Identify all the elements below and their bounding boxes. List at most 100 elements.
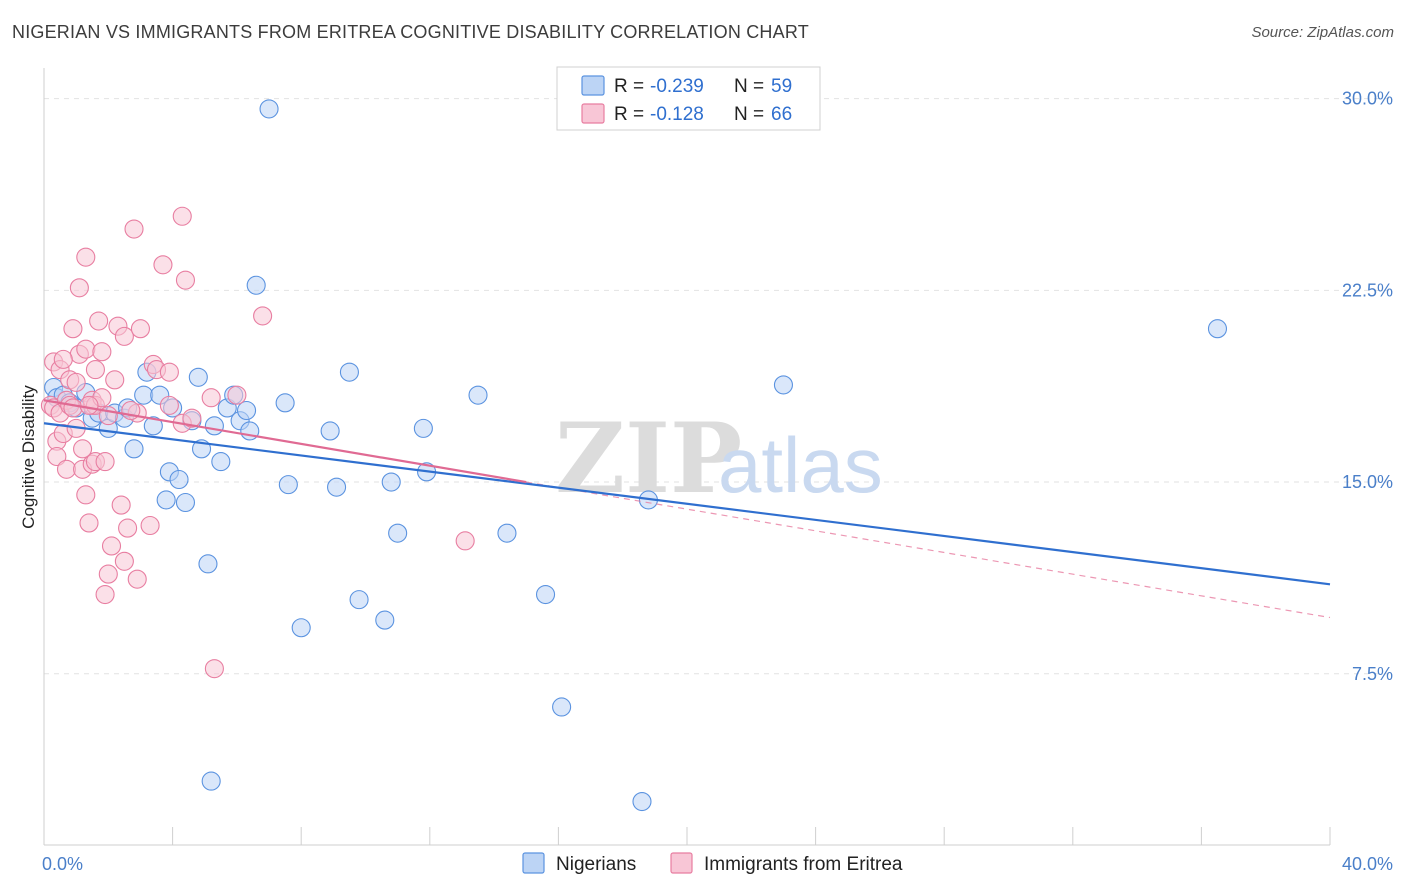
bottom-legend-swatch-nigerians — [522, 852, 545, 874]
eritrea-point-30 — [89, 311, 109, 331]
legend-r-label-2: R = — [614, 104, 644, 125]
eritrea-point-22 — [76, 485, 96, 505]
eritrea-point-13 — [63, 398, 83, 418]
nigerians-point-43 — [381, 472, 401, 492]
eritrea-point-4 — [47, 446, 67, 467]
legend-n-label-1: N = — [734, 76, 764, 97]
eritrea-point-21 — [76, 339, 96, 359]
eritrea-point-31 — [92, 342, 112, 362]
eritrea-point-16 — [69, 278, 89, 298]
nigerians-point-45 — [413, 418, 433, 438]
nigerians-point-42 — [375, 610, 395, 630]
nigerians-point-12 — [124, 439, 144, 459]
bottom-legend: Nigerians Immigrants from Eritrea — [522, 852, 903, 875]
axes — [43, 68, 1331, 846]
bottom-legend-swatch-eritrea — [670, 852, 693, 874]
nigerians-point-27 — [211, 452, 231, 472]
eritrea-point-51 — [153, 255, 173, 275]
legend-r-label-1: R = — [614, 76, 644, 97]
nigerians-point-50 — [552, 697, 572, 717]
y-tick-label-3: 30.0% — [1342, 89, 1393, 109]
eritrea-point-23 — [79, 513, 99, 533]
trend-line-0 — [43, 422, 1331, 586]
eritrea-point-36 — [98, 564, 118, 584]
eritrea-point-56 — [175, 270, 196, 290]
trend-extension-1 — [526, 481, 1331, 619]
nigerians-point-23 — [188, 367, 208, 387]
nigerians-point-13 — [134, 385, 154, 405]
eritrea-point-62 — [455, 531, 475, 551]
bottom-legend-nigerians: Nigerians — [556, 854, 636, 875]
eritrea-point-12 — [63, 319, 83, 339]
eritrea-point-52 — [159, 362, 179, 382]
legend-n-label-2: N = — [734, 104, 764, 125]
nigerians-point-35 — [275, 393, 295, 413]
eritrea-point-60 — [227, 385, 247, 405]
nigerians-point-47 — [468, 385, 488, 405]
eritrea-point-47 — [130, 319, 150, 339]
nigerians-point-55 — [201, 771, 221, 791]
nigerians-point-34 — [259, 99, 279, 119]
nigerians-point-26 — [204, 416, 224, 436]
trend-line-1 — [43, 399, 527, 484]
eritrea-point-19 — [73, 439, 93, 459]
eritrea-point-27 — [85, 360, 105, 380]
nigerians-point-36 — [278, 475, 298, 495]
nigerians-point-37 — [291, 618, 311, 638]
bottom-legend-eritrea: Immigrants from Eritrea — [704, 854, 903, 875]
source-credit: Source: ZipAtlas.com — [1251, 24, 1394, 41]
nigerians-point-20 — [169, 469, 189, 490]
eritrea-point-37 — [101, 536, 122, 556]
eritrea-point-41 — [114, 326, 134, 346]
legend-r-value-1: -0.239 — [650, 76, 704, 97]
legend-n-value-1: 59 — [771, 76, 792, 97]
nigerians-point-54 — [1207, 319, 1228, 339]
legend-n-value-2: 66 — [771, 104, 792, 125]
nigerians-point-15 — [143, 416, 163, 436]
legend-swatch-nigerians — [581, 75, 605, 96]
grid-lines — [44, 98, 1390, 675]
watermark: ZIP atlas — [555, 402, 883, 515]
legend: R = -0.239 N = 59 R = -0.128 N = 66 — [556, 66, 821, 131]
eritrea-point-34 — [95, 584, 115, 605]
eritrea-point-61 — [253, 306, 273, 326]
eritrea-point-42 — [114, 551, 134, 571]
trend-lines — [43, 399, 1331, 619]
eritrea-point-33 — [95, 452, 115, 472]
legend-swatch-eritrea — [581, 103, 605, 124]
eritrea-point-54 — [172, 206, 192, 226]
y-axis-label: Cognitive Disability — [19, 385, 38, 529]
eritrea-point-64 — [79, 395, 99, 415]
nigerians-point-44 — [388, 523, 408, 543]
y-tick-label-1: 15.0% — [1342, 472, 1393, 492]
nigerians-point-49 — [535, 584, 556, 605]
eritrea-point-58 — [201, 388, 221, 408]
eritrea-point-9 — [56, 459, 77, 479]
tick-labels: 7.5% 15.0% 22.5% 30.0% 0.0% 40.0% — [42, 89, 1393, 874]
nigerians-point-53 — [773, 375, 794, 395]
nigerians-point-33 — [246, 275, 266, 295]
eritrea-point-43 — [118, 518, 138, 538]
eritrea-point-53 — [159, 395, 179, 415]
eritrea-point-40 — [111, 495, 131, 515]
eritrea-point-59 — [204, 659, 224, 679]
eritrea-point-63 — [53, 349, 73, 369]
nigerians-point-25 — [198, 554, 218, 574]
y-tick-label-2: 22.5% — [1342, 280, 1393, 300]
x-tick-label-1: 40.0% — [1342, 854, 1393, 874]
chart-title: NIGERIAN VS IMMIGRANTS FROM ERITREA COGN… — [12, 22, 809, 42]
x-tick-label-0: 0.0% — [42, 854, 83, 874]
eritrea-point-20 — [76, 247, 96, 267]
eritrea-point-44 — [124, 219, 144, 239]
eritrea-point-46 — [127, 569, 147, 589]
eritrea-point-48 — [140, 515, 160, 536]
nigerians-point-41 — [349, 590, 369, 610]
y-tick-label-0: 7.5% — [1352, 664, 1393, 684]
nigerians-point-40 — [339, 362, 359, 382]
eritrea-point-57 — [182, 408, 202, 428]
watermark-atlas: atlas — [718, 421, 883, 509]
nigerians-point-39 — [327, 477, 347, 497]
legend-r-value-2: -0.128 — [650, 104, 704, 125]
nigerians-point-51 — [632, 791, 652, 812]
